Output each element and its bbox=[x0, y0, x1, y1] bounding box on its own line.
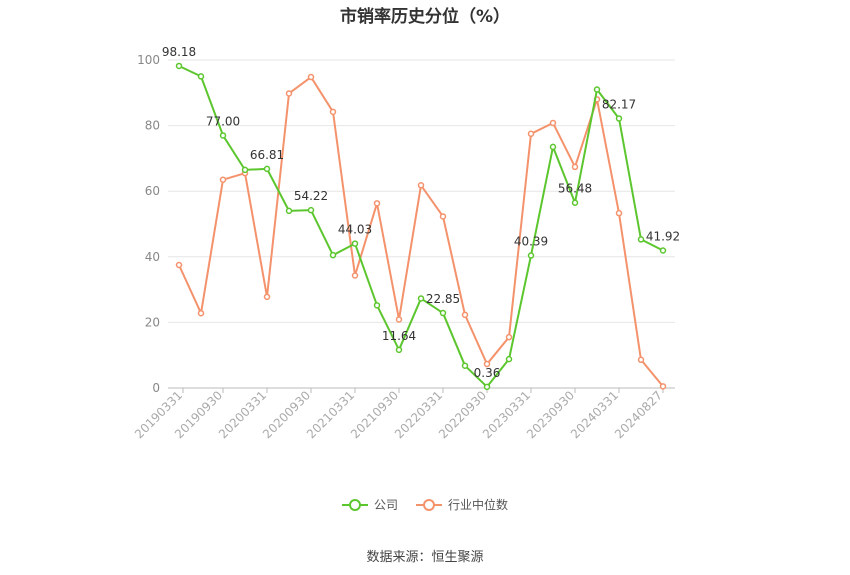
chart-title: 市销率历史分位（%） bbox=[339, 7, 511, 27]
data-point bbox=[571, 163, 579, 171]
data-point bbox=[197, 73, 205, 80]
data-point bbox=[219, 176, 227, 183]
data-point bbox=[175, 62, 183, 70]
legend-label-industry: 行业中位数 bbox=[448, 498, 509, 512]
data-label: 40.39 bbox=[514, 235, 548, 249]
data-label: 0.36 bbox=[474, 366, 501, 380]
data-point bbox=[439, 309, 447, 317]
data-point bbox=[637, 236, 645, 243]
data-point bbox=[307, 206, 315, 214]
data-point bbox=[373, 200, 381, 207]
y-tick-label: 100 bbox=[137, 53, 160, 67]
y-tick-label: 60 bbox=[145, 184, 160, 198]
data-point bbox=[615, 115, 623, 122]
data-label: 44.03 bbox=[338, 223, 372, 237]
data-point bbox=[461, 311, 469, 319]
data-point bbox=[527, 252, 535, 259]
data-point bbox=[439, 213, 447, 220]
data-point bbox=[505, 333, 513, 341]
data-label: 11.64 bbox=[382, 329, 416, 343]
data-point bbox=[483, 360, 491, 368]
data-point bbox=[461, 362, 469, 369]
data-label: 66.81 bbox=[250, 148, 284, 162]
data-point bbox=[483, 383, 491, 391]
data-point bbox=[263, 293, 271, 301]
data-point bbox=[505, 355, 513, 363]
data-label: 41.92 bbox=[646, 230, 680, 244]
series-layer bbox=[175, 62, 667, 391]
legend-item-industry[interactable]: 行业中位数 bbox=[416, 496, 508, 513]
label-layer: 98.18 77.00 66.81 54.22 44.03 11.64 22.85 0.36 4… bbox=[162, 45, 680, 380]
data-point bbox=[395, 316, 403, 323]
data-point bbox=[285, 90, 293, 97]
data-point bbox=[351, 240, 359, 247]
data-point bbox=[395, 346, 403, 354]
data-label: 82.17 bbox=[602, 97, 636, 111]
legend: 公司 行业中位数 bbox=[0, 496, 850, 513]
y-tick-label: 20 bbox=[145, 315, 160, 329]
data-label: 54.22 bbox=[294, 189, 328, 203]
data-point bbox=[175, 261, 183, 269]
legend-industry-icon bbox=[416, 498, 442, 511]
data-point bbox=[549, 119, 557, 127]
data-point bbox=[373, 302, 381, 309]
data-point bbox=[219, 132, 227, 139]
legend-label-company: 公司 bbox=[373, 498, 398, 512]
data-point bbox=[571, 199, 579, 206]
y-tick-label: 80 bbox=[145, 119, 160, 133]
data-point bbox=[263, 165, 271, 173]
data-point bbox=[659, 383, 667, 390]
data-point bbox=[527, 130, 535, 138]
data-point bbox=[417, 295, 425, 302]
y-tick-label: 0 bbox=[152, 381, 160, 395]
data-point bbox=[241, 166, 249, 174]
source-note: 数据来源：恒生聚源 bbox=[366, 550, 484, 565]
data-label: 77.00 bbox=[206, 114, 240, 128]
y-tick-label: 40 bbox=[145, 250, 160, 264]
legend-company-icon bbox=[341, 498, 368, 511]
data-label: 98.18 bbox=[162, 45, 196, 59]
series-line bbox=[178, 65, 664, 388]
data-point bbox=[615, 209, 623, 217]
data-label: 22.85 bbox=[426, 292, 460, 306]
data-point bbox=[549, 143, 557, 151]
data-point bbox=[197, 309, 205, 317]
data-point bbox=[659, 247, 667, 254]
data-point bbox=[351, 272, 359, 279]
data-point bbox=[417, 182, 425, 189]
data-label: 56.48 bbox=[558, 182, 592, 196]
data-point bbox=[307, 73, 315, 81]
data-point bbox=[637, 356, 645, 364]
legend-item-company[interactable]: 公司 bbox=[341, 496, 398, 513]
data-point bbox=[593, 86, 601, 93]
x-tick-label: 20240827 bbox=[612, 388, 665, 441]
data-point bbox=[329, 108, 337, 116]
data-point bbox=[285, 207, 293, 215]
data-point bbox=[329, 251, 337, 259]
